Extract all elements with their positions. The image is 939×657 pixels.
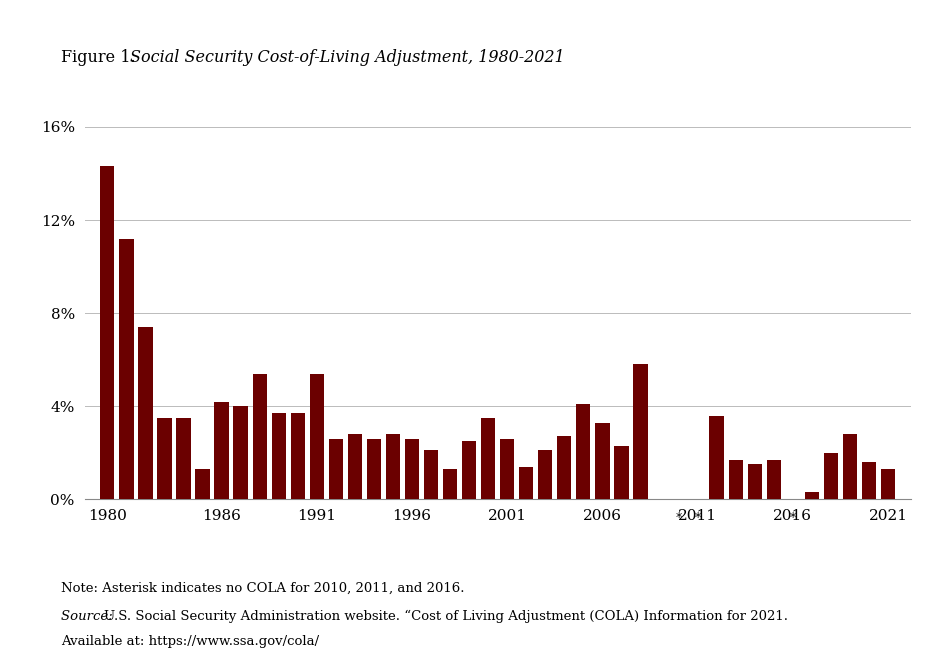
Bar xyxy=(557,436,572,499)
Bar xyxy=(462,441,476,499)
Bar xyxy=(481,418,495,499)
Text: U.S. Social Security Administration website. “Cost of Living Adjustment (COLA) I: U.S. Social Security Administration webs… xyxy=(104,610,788,623)
Bar xyxy=(234,406,248,499)
Bar xyxy=(177,418,191,499)
Bar xyxy=(710,415,724,499)
Bar xyxy=(633,365,648,499)
Bar xyxy=(577,404,591,499)
Bar xyxy=(405,439,419,499)
Bar xyxy=(862,462,876,499)
Bar xyxy=(423,451,439,499)
Bar xyxy=(290,413,305,499)
Text: *: * xyxy=(695,511,700,524)
Text: Available at: https://www.ssa.gov/cola/: Available at: https://www.ssa.gov/cola/ xyxy=(61,635,319,648)
Text: Social Security Cost-of-Living Adjustment, 1980-2021: Social Security Cost-of-Living Adjustmen… xyxy=(130,49,564,66)
Bar xyxy=(271,413,285,499)
Bar xyxy=(443,469,457,499)
Bar xyxy=(538,451,552,499)
Bar xyxy=(500,439,515,499)
Bar xyxy=(843,434,857,499)
Bar xyxy=(310,374,324,499)
Text: Figure 1.: Figure 1. xyxy=(61,49,141,66)
Bar xyxy=(881,469,895,499)
Bar xyxy=(595,422,609,499)
Bar xyxy=(253,374,267,499)
Bar xyxy=(805,492,819,499)
Bar xyxy=(158,418,172,499)
Bar xyxy=(824,453,838,499)
Bar xyxy=(214,401,229,499)
Bar xyxy=(347,434,362,499)
Bar xyxy=(367,439,381,499)
Bar xyxy=(614,446,628,499)
Bar xyxy=(138,327,152,499)
Text: *: * xyxy=(675,511,682,524)
Bar xyxy=(386,434,400,499)
Text: Source:: Source: xyxy=(61,610,117,623)
Bar xyxy=(747,464,762,499)
Bar xyxy=(766,460,781,499)
Bar xyxy=(119,238,133,499)
Bar xyxy=(195,469,209,499)
Bar xyxy=(100,166,115,499)
Bar xyxy=(729,460,743,499)
Bar xyxy=(519,466,533,499)
Text: Note: Asterisk indicates no COLA for 2010, 2011, and 2016.: Note: Asterisk indicates no COLA for 201… xyxy=(61,581,465,595)
Text: *: * xyxy=(790,511,796,524)
Bar xyxy=(329,439,343,499)
